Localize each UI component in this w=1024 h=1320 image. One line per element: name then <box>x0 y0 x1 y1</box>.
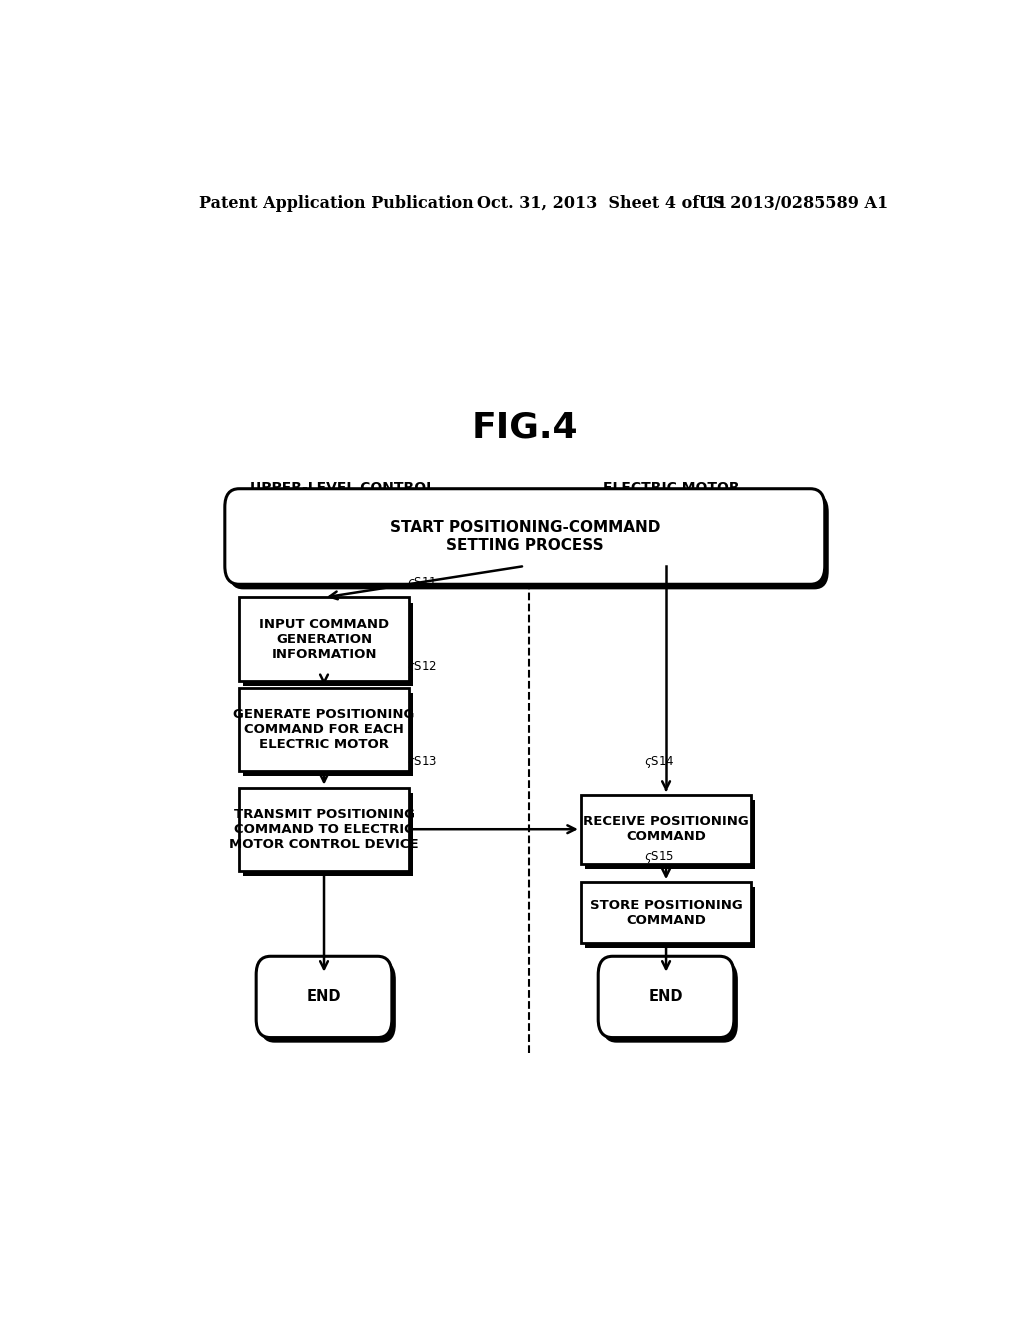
Text: UPPER-LEVEL CONTROL
DEVICE: UPPER-LEVEL CONTROL DEVICE <box>250 480 435 511</box>
Bar <box>239 598 410 681</box>
Text: RECEIVE POSITIONING
COMMAND: RECEIVE POSITIONING COMMAND <box>584 816 749 843</box>
Text: STORE POSITIONING
COMMAND: STORE POSITIONING COMMAND <box>590 899 742 927</box>
Text: INPUT COMMAND
GENERATION
INFORMATION: INPUT COMMAND GENERATION INFORMATION <box>259 618 389 660</box>
Text: TRANSMIT POSITIONING
COMMAND TO ELECTRIC
MOTOR CONTROL DEVICE: TRANSMIT POSITIONING COMMAND TO ELECTRIC… <box>229 808 419 850</box>
Text: $\varsigma$S15: $\varsigma$S15 <box>644 849 674 865</box>
Text: ELECTRIC MOTOR
CONTROL DEVICE: ELECTRIC MOTOR CONTROL DEVICE <box>603 480 740 511</box>
Text: FIG.4: FIG.4 <box>471 411 579 445</box>
Bar <box>239 688 410 771</box>
Text: Oct. 31, 2013  Sheet 4 of 11: Oct. 31, 2013 Sheet 4 of 11 <box>477 195 727 213</box>
Bar <box>581 882 752 942</box>
Bar <box>243 693 414 776</box>
FancyBboxPatch shape <box>256 956 392 1038</box>
FancyBboxPatch shape <box>228 494 828 589</box>
Bar <box>585 800 756 869</box>
Text: $\varsigma$S13: $\varsigma$S13 <box>408 754 437 771</box>
Text: Patent Application Publication: Patent Application Publication <box>200 195 474 213</box>
Bar <box>581 795 752 863</box>
FancyBboxPatch shape <box>598 956 734 1038</box>
Text: $\varsigma$S14: $\varsigma$S14 <box>644 754 675 771</box>
Text: US 2013/0285589 A1: US 2013/0285589 A1 <box>699 195 889 213</box>
Text: START POSITIONING-COMMAND
SETTING PROCESS: START POSITIONING-COMMAND SETTING PROCES… <box>389 520 660 553</box>
Bar <box>243 792 414 876</box>
Text: $\varsigma$S11: $\varsigma$S11 <box>408 576 437 591</box>
Text: END: END <box>649 990 683 1005</box>
FancyBboxPatch shape <box>260 961 396 1043</box>
Bar <box>585 887 756 948</box>
FancyBboxPatch shape <box>225 488 824 585</box>
Bar <box>243 602 414 686</box>
FancyBboxPatch shape <box>602 961 738 1043</box>
Bar <box>239 788 410 871</box>
Text: END: END <box>307 990 341 1005</box>
Text: $\varsigma$S12: $\varsigma$S12 <box>408 659 437 675</box>
Text: GENERATE POSITIONING
COMMAND FOR EACH
ELECTRIC MOTOR: GENERATE POSITIONING COMMAND FOR EACH EL… <box>233 708 415 751</box>
